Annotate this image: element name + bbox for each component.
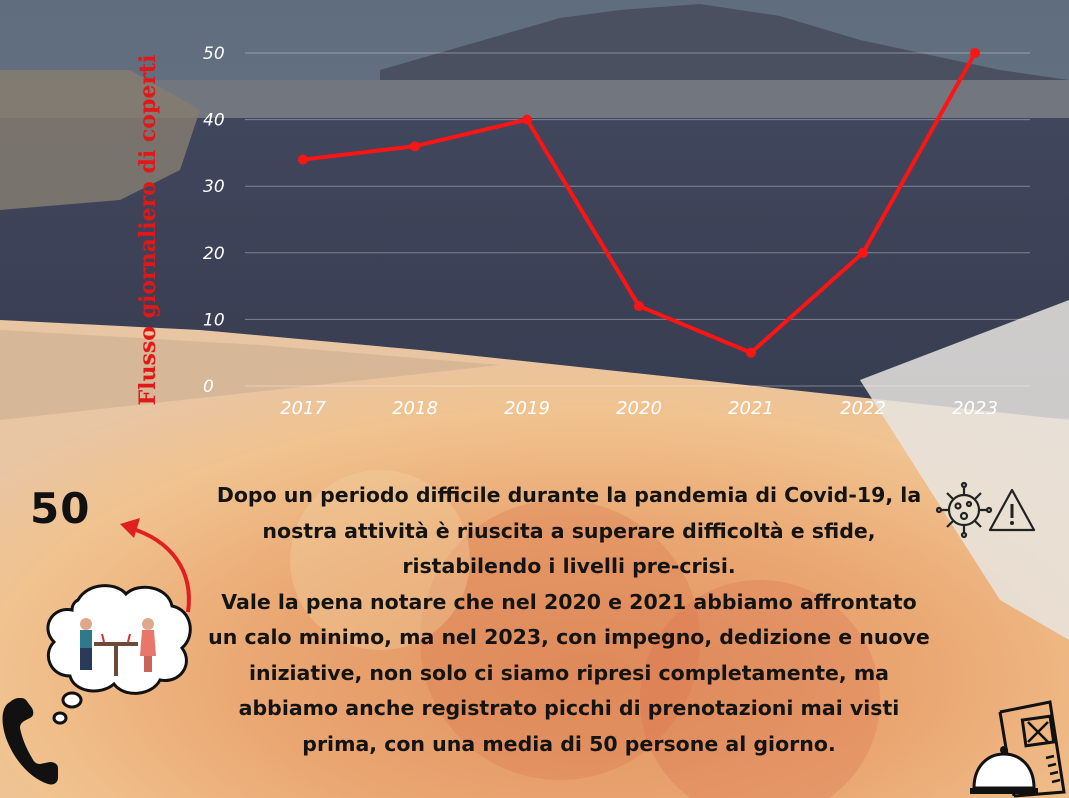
chart-grid xyxy=(245,52,1030,387)
series-points xyxy=(298,48,980,358)
x-tick-label: 2020 xyxy=(616,398,662,419)
story-paragraph-1: Dopo un periodo difficile durante la pan… xyxy=(216,483,922,578)
data-point xyxy=(858,247,868,258)
data-point xyxy=(746,347,756,358)
line-chart: 0 10 20 30 40 50 2017 2018 2019 2020 2021 2022 2023 xyxy=(203,44,1030,419)
menu-cloche-icon xyxy=(970,700,1066,798)
x-tick-label: 2023 xyxy=(952,398,998,419)
y-tick-label: 0 xyxy=(203,377,214,397)
y-tick-label: 50 xyxy=(203,44,225,64)
x-tick-labels: 2017 2018 2019 2020 2021 2022 2023 xyxy=(280,398,998,419)
y-tick-label: 20 xyxy=(203,244,225,264)
data-point xyxy=(522,114,532,125)
data-point xyxy=(298,154,308,165)
data-point xyxy=(410,141,420,152)
phone-icon xyxy=(2,698,58,785)
data-point xyxy=(634,301,644,312)
y-tick-label: 40 xyxy=(203,111,225,131)
x-tick-label: 2021 xyxy=(728,398,774,419)
arrow-icon xyxy=(120,518,191,613)
y-tick-label: 30 xyxy=(203,177,225,197)
story-text: Dopo un periodo difficile durante la pan… xyxy=(205,478,933,762)
data-point xyxy=(970,48,980,58)
virus-warning-icon xyxy=(936,481,1036,539)
x-tick-label: 2022 xyxy=(840,398,886,419)
y-axis-label: Flusso giornaliero di coperti xyxy=(135,54,161,406)
x-tick-label: 2017 xyxy=(280,398,326,419)
dining-couple-icon xyxy=(46,584,192,725)
x-tick-label: 2018 xyxy=(392,398,438,419)
story-paragraph-2: Vale la pena notare che nel 2020 e 2021 … xyxy=(208,589,930,756)
y-tick-labels: 0 10 20 30 40 50 xyxy=(203,44,225,397)
y-tick-label: 10 xyxy=(203,310,225,330)
highlight-value: 50 xyxy=(30,484,91,533)
x-tick-label: 2019 xyxy=(504,398,550,419)
